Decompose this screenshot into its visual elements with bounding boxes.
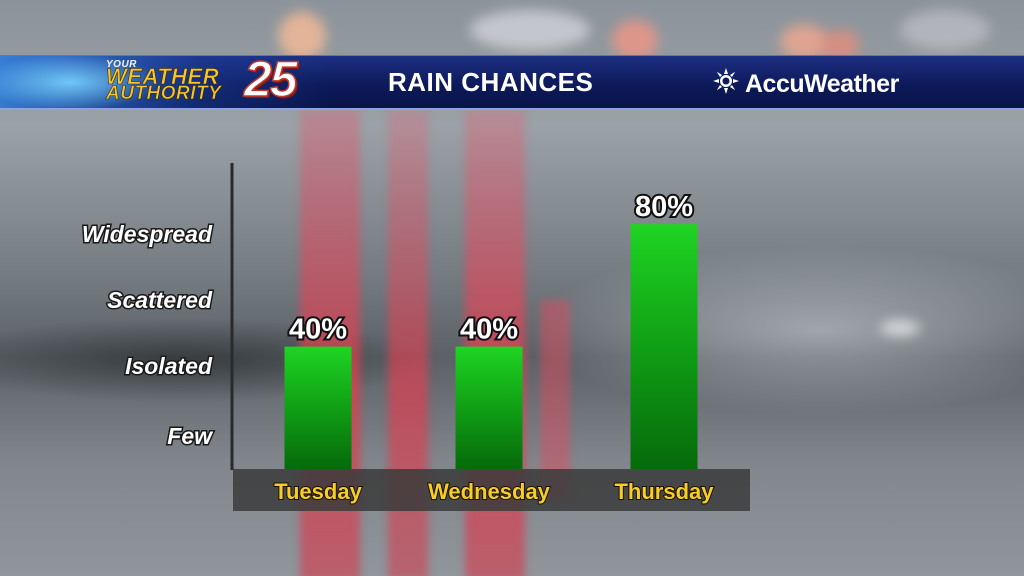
bar	[284, 346, 352, 469]
bar-series: 40% Tuesday 40% Wednesday 80% Thursday	[273, 189, 715, 505]
bar-value-label: 40%	[460, 314, 518, 346]
y-level-label: Widespread	[82, 221, 213, 247]
header-banner: YOUR WEATHER AUTHORITY 25 RAIN CHANCES A…	[0, 50, 1024, 110]
logo-line-your: YOUR	[106, 59, 137, 70]
category-label: Tuesday	[274, 479, 362, 504]
y-level-label: Scattered	[107, 287, 213, 313]
category-label: Thursday	[614, 479, 714, 504]
bar	[455, 346, 523, 469]
station-logo: YOUR WEATHER AUTHORITY 25	[106, 50, 336, 108]
y-level-label: Isolated	[125, 353, 213, 379]
logo-channel-number: 25	[243, 50, 298, 108]
page-title: RAIN CHANCES	[388, 67, 594, 97]
sun-icon	[713, 68, 739, 94]
y-level-labels: Few Isolated Scattered Widespread	[80, 220, 215, 451]
bar-value-label: 80%	[635, 191, 693, 223]
bar-value-label: 40%	[289, 314, 347, 346]
bar	[630, 224, 698, 469]
banner-light-flare	[0, 56, 330, 108]
y-level-label: Few	[167, 423, 214, 449]
logo-line-weather: WEATHER	[106, 64, 220, 90]
category-label: Wednesday	[428, 479, 551, 504]
category-axis-band	[233, 469, 750, 511]
brand-name: AccuWeather	[745, 70, 899, 98]
logo-line-authority: AUTHORITY	[106, 83, 222, 105]
